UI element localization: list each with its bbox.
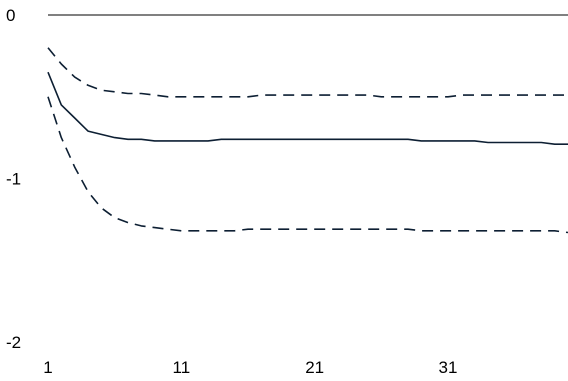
y-tick-label: -1 bbox=[6, 170, 21, 189]
response-line bbox=[47, 71, 568, 145]
x-tick-label: 31 bbox=[439, 358, 458, 377]
confidence-band-line bbox=[47, 96, 568, 234]
confidence-band-line bbox=[47, 47, 568, 98]
y-tick-label: 0 bbox=[6, 6, 15, 25]
y-tick-label: -2 bbox=[6, 333, 21, 352]
y-tick-labels: 0 -1 -2 bbox=[6, 6, 21, 352]
x-tick-label: 11 bbox=[173, 358, 191, 377]
x-tick-labels: 1 11 21 31 bbox=[43, 358, 457, 377]
series-layer bbox=[47, 47, 568, 234]
x-tick-label: 21 bbox=[305, 358, 324, 377]
x-tick-label: 1 bbox=[43, 358, 52, 377]
